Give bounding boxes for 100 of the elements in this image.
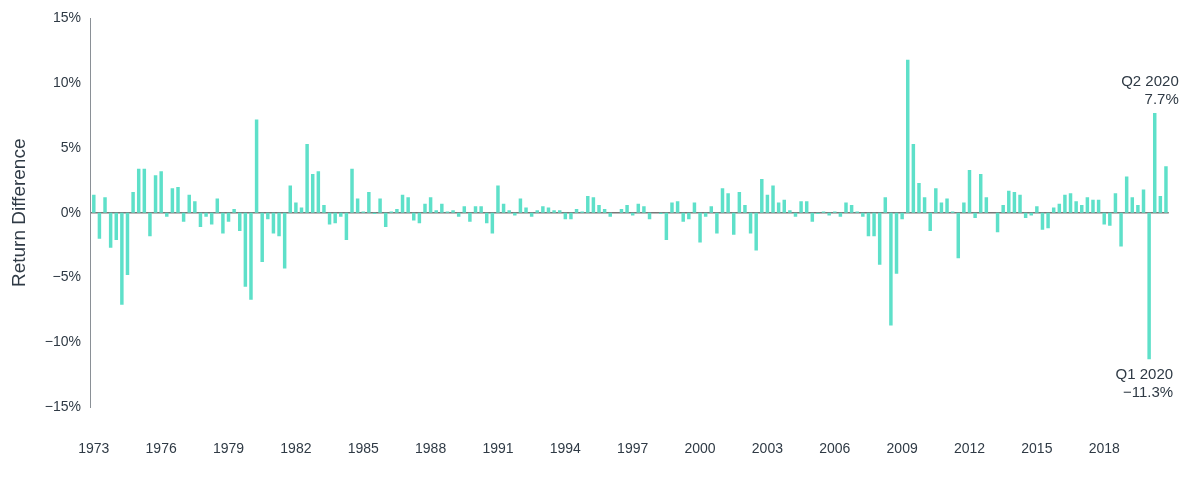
bar (681, 212, 685, 222)
bar (434, 210, 438, 213)
bar (479, 206, 483, 213)
bar (440, 203, 444, 213)
bar (193, 201, 197, 213)
bar (305, 144, 309, 213)
bar (692, 202, 697, 213)
bar (945, 198, 949, 213)
data-label: Q2 2020 7.7% (1121, 71, 1179, 107)
x-tick-label: 1973 (78, 440, 110, 457)
bar (597, 205, 601, 213)
bar (120, 212, 124, 305)
bar (1119, 212, 1123, 247)
bar (451, 210, 455, 213)
bar (1018, 194, 1022, 213)
bar (917, 182, 921, 213)
bar (799, 201, 803, 213)
bar (552, 210, 556, 213)
bar (760, 179, 764, 213)
bar (350, 168, 354, 213)
x-tick-label: 2000 (684, 440, 716, 457)
y-tick-label: 0% (60, 203, 81, 220)
bar (339, 212, 343, 217)
bar (524, 207, 528, 213)
bar (844, 202, 848, 213)
bar (861, 212, 865, 217)
x-tick-label: 2006 (819, 440, 851, 457)
bar (928, 212, 932, 231)
bar (754, 212, 758, 251)
bar (1102, 212, 1106, 225)
bar (462, 206, 467, 213)
x-tick-label: 1985 (347, 440, 380, 457)
bar (1007, 190, 1011, 213)
x-tick-label: 2015 (1021, 440, 1053, 457)
x-tick-label: 1976 (145, 440, 177, 457)
bar (232, 208, 236, 213)
bar (103, 197, 107, 213)
x-tick-label: 1979 (212, 440, 245, 457)
bar (131, 192, 135, 213)
y-tick-label: 15% (52, 9, 81, 26)
bar (788, 210, 792, 213)
data-label: Q1 2020 −11.3% (1115, 364, 1174, 400)
y-tick-label: 5% (60, 138, 81, 155)
bar (1074, 201, 1078, 213)
bar (1035, 206, 1039, 213)
bar (176, 186, 180, 213)
bar (541, 206, 545, 213)
bar (423, 203, 427, 213)
bar (715, 212, 719, 234)
y-tick-label: −5% (52, 268, 81, 285)
bar (468, 212, 472, 222)
x-tick-label: 1982 (280, 440, 312, 457)
bar (771, 185, 775, 213)
bar (165, 212, 169, 217)
y-tick-label: −15% (44, 398, 81, 415)
bar (962, 202, 966, 213)
bar (277, 212, 281, 237)
bar (187, 194, 191, 213)
bar (333, 212, 337, 224)
y-axis-title: Return Difference (7, 138, 29, 288)
x-tick-label: 2003 (751, 440, 784, 457)
bar (586, 195, 590, 213)
bar (934, 188, 938, 213)
y-tick-label: −10% (44, 333, 81, 350)
x-tick-label: 1988 (415, 440, 447, 457)
bar (939, 202, 944, 213)
x-tick-label: 2009 (886, 440, 918, 457)
x-tick-label: 2012 (953, 440, 986, 457)
bar (1136, 205, 1140, 213)
bar (496, 185, 500, 213)
bar (557, 210, 562, 213)
bar (889, 212, 893, 326)
bar (1164, 166, 1168, 213)
bar (92, 194, 96, 213)
bar (642, 206, 646, 213)
bar (687, 212, 691, 220)
bar (148, 212, 152, 237)
bar (625, 205, 629, 213)
bar (1091, 199, 1095, 213)
bar (378, 198, 382, 213)
bar (1108, 212, 1112, 226)
bar (608, 212, 612, 217)
bar (973, 212, 977, 218)
bar (406, 197, 410, 213)
bar (1080, 205, 1084, 213)
x-tick-label: 2018 (1088, 440, 1120, 457)
y-tick-label: 10% (52, 74, 81, 91)
bar (473, 206, 478, 213)
x-tick-label: 1994 (549, 440, 582, 457)
bar (569, 212, 573, 220)
bar (900, 212, 904, 220)
bar (535, 210, 539, 213)
bar (698, 212, 702, 243)
bar (1001, 205, 1005, 213)
bar (204, 212, 208, 217)
bar (249, 212, 253, 300)
x-tick-label: 1991 (482, 440, 514, 457)
bar (266, 212, 270, 220)
bar (743, 205, 747, 213)
bar (367, 192, 371, 213)
